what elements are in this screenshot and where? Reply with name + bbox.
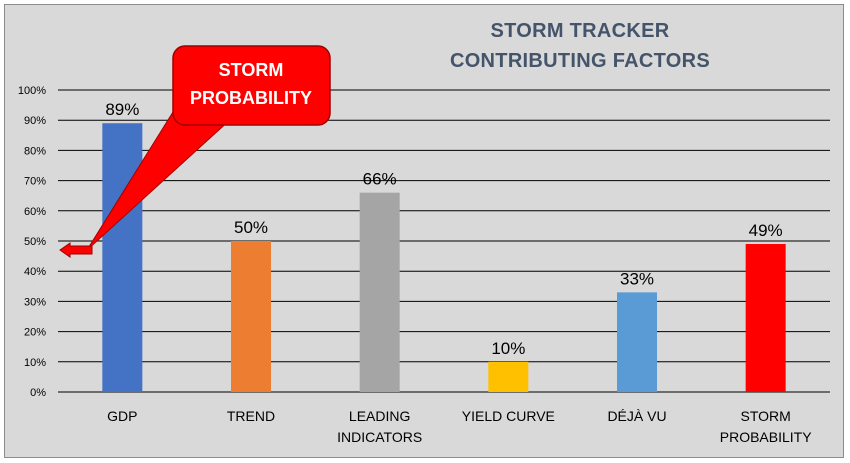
data-label: 50% [234,218,268,237]
y-tick-label: 50% [24,236,46,248]
callout-box [172,45,331,126]
x-tick-label: LEADING [349,408,410,424]
x-tick-label: INDICATORS [337,429,422,445]
data-label: 33% [620,269,654,288]
y-tick-label: 90% [24,115,46,127]
data-label: 66% [363,170,397,189]
bar [359,192,400,392]
y-tick-label: 100% [18,85,46,97]
callout-label-line-1: STORM [218,60,284,80]
chart-title-line-2: CONTRIBUTING FACTORS [449,50,711,72]
bar [745,244,786,392]
y-tick-label: 10% [24,357,46,369]
x-tick-label: GDP [107,408,137,424]
y-tick-label: 0% [30,387,46,399]
data-label: 49% [749,221,783,240]
y-tick-label: 80% [24,145,46,157]
y-tick-label: 70% [24,176,46,188]
y-tick-label: 30% [24,296,46,308]
bar [102,123,143,392]
y-tick-label: 20% [24,327,46,339]
chart-title-line-1: STORM TRACKER [490,20,670,42]
chart-area [4,4,844,458]
x-tick-label: PROBABILITY [720,429,812,445]
y-tick-label: 60% [24,206,46,218]
bar [488,361,529,392]
data-label: 89% [105,100,139,119]
bar [617,292,657,392]
x-tick-label: DÉJÀ VU [607,408,666,424]
data-label: 10% [491,339,525,358]
x-tick-label: YIELD CURVE [462,408,555,424]
y-tick-label: 40% [24,266,46,278]
x-tick-label: STORM [741,408,791,424]
callout-label-line-2: PROBABILITY [189,88,312,108]
x-tick-label: TREND [227,408,275,424]
value-arrow-icon [59,242,93,259]
bar [231,241,271,392]
